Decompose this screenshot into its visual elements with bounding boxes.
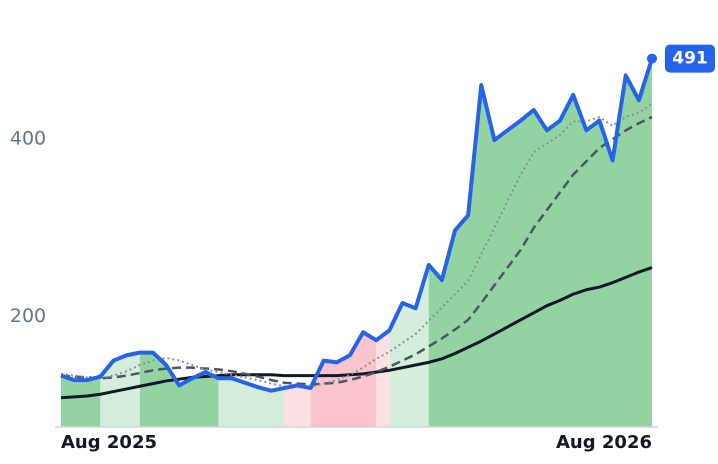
regime-band [376, 330, 390, 427]
y-tick-label: 400 [10, 128, 46, 150]
regime-band [61, 375, 101, 427]
regime-band [310, 332, 377, 427]
price-line [60, 115, 653, 386]
x-tick-label: Aug 2025 [61, 432, 157, 453]
x-tick-label: Aug 2026 [556, 432, 652, 453]
last-value-badge [665, 44, 715, 73]
regime-band [389, 264, 429, 427]
regime-band [284, 385, 311, 427]
price-line [60, 57, 654, 393]
y-tick-label: 200 [10, 305, 46, 327]
regime-band [139, 352, 219, 427]
last-value-label: 491 [672, 49, 708, 69]
price-line [60, 266, 653, 400]
price-line [60, 102, 653, 389]
last-point [647, 53, 657, 64]
